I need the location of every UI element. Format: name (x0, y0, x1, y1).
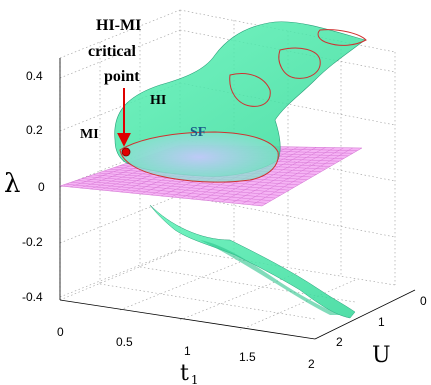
y-tick-label: 2 (336, 335, 343, 349)
x-tick-label: 1 (184, 344, 191, 358)
axes-box (59, 58, 416, 340)
z-tick-label: 0.2 (26, 123, 43, 137)
x-tick-label: 2 (308, 357, 315, 371)
y-tick-label: 1 (378, 315, 385, 329)
annotation-line-2: critical (88, 43, 137, 60)
z-tick-label: -0.2 (22, 235, 43, 249)
z-tick-label: 0 (38, 180, 45, 194)
plane-mesh-line (87, 176, 285, 194)
region-label-mi: MI (80, 127, 99, 142)
y-axis: 0 1 2 U (336, 294, 427, 368)
plane-mesh-line (70, 182, 272, 201)
annotations: HI-MI critical point MI HI SF (80, 17, 206, 157)
annotation-line-1: HI-MI (96, 17, 141, 34)
boundary-curves (229, 29, 367, 107)
plane-mesh-line (65, 183, 267, 204)
x-tick-label: 0 (57, 325, 64, 339)
sf-region (119, 131, 279, 183)
surface-lower-branch (149, 204, 356, 319)
critical-point-marker (121, 147, 131, 157)
z-tick-label: 0.4 (26, 69, 43, 83)
region-label-hi: HI (150, 93, 166, 108)
plane-mesh-line (92, 174, 290, 191)
annotation-line-3: point (104, 68, 140, 85)
plane-mesh-line (81, 178, 281, 196)
plane-mesh-line (76, 180, 276, 199)
z-tick-label: -0.4 (22, 290, 43, 304)
x-tick-label: 1.5 (239, 350, 256, 364)
surface-lower-branch-shadow (200, 240, 340, 315)
y-axis-label: U (372, 343, 391, 368)
region-label-sf: SF (190, 125, 206, 140)
z-axis: 0.4 0.2 0 -0.2 -0.4 λ (4, 69, 45, 304)
y-tick-label: 0 (420, 294, 427, 308)
x-tick-label: 0.5 (116, 335, 133, 349)
z-axis-label: λ (4, 169, 20, 199)
